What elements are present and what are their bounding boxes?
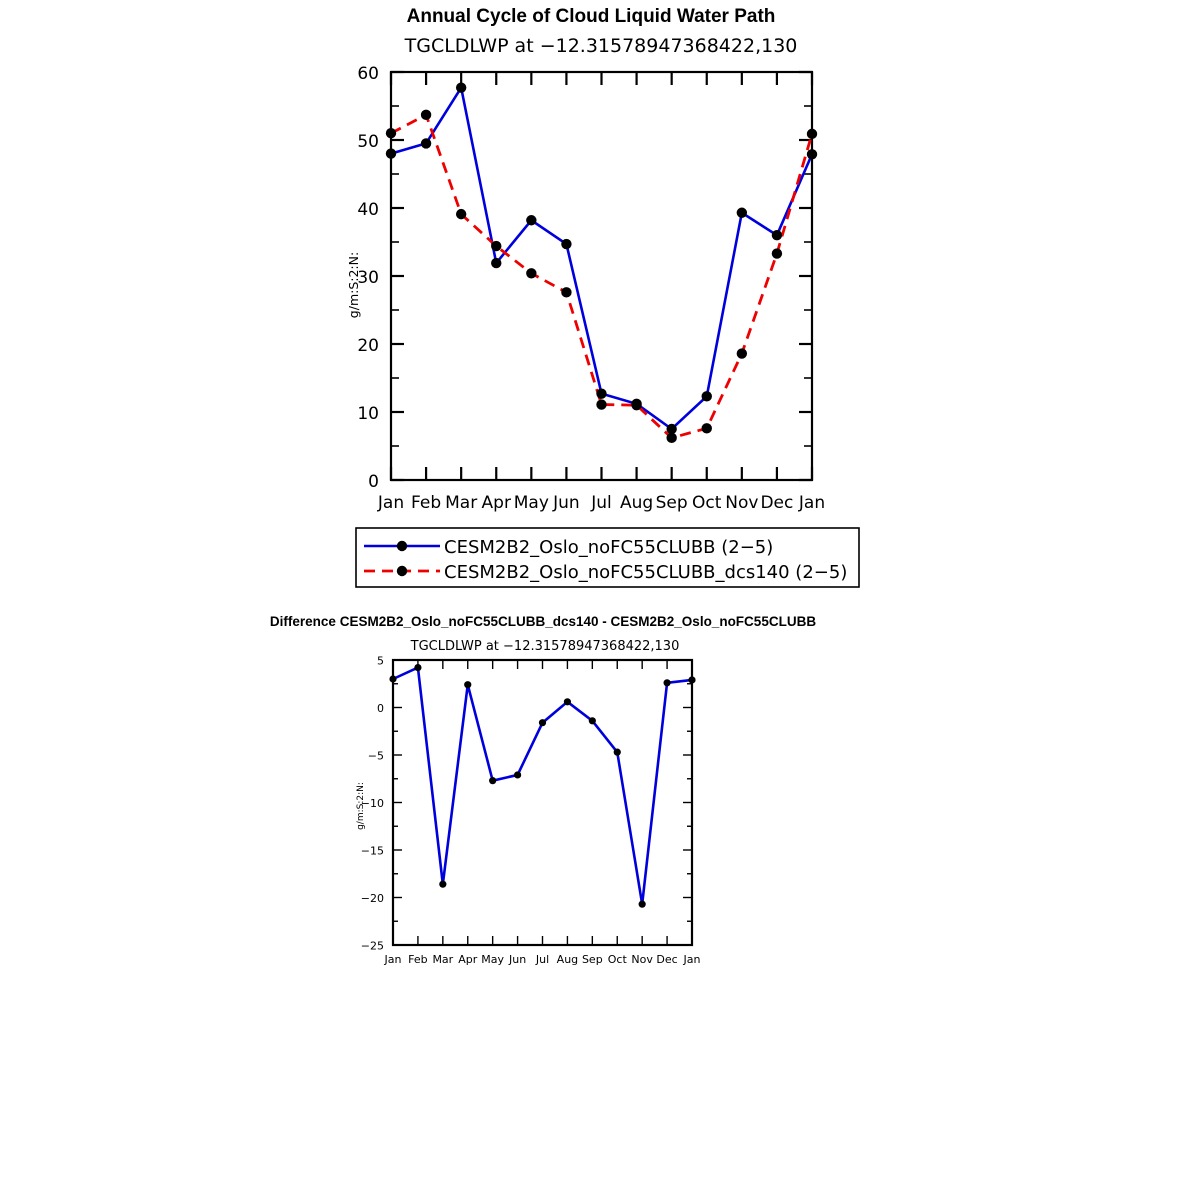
y-tick-label: 0 bbox=[377, 702, 384, 715]
x-tick-label: Jul bbox=[590, 493, 612, 513]
x-tick-label: Jan bbox=[683, 953, 701, 966]
data-point bbox=[491, 240, 502, 252]
x-tick-label: Jul bbox=[535, 953, 549, 966]
data-point bbox=[455, 82, 467, 93]
y-tick-label: −20 bbox=[361, 892, 384, 905]
x-tick-label: Jan bbox=[377, 493, 404, 513]
data-point bbox=[771, 248, 783, 259]
data-point bbox=[771, 230, 783, 241]
y-tick-label: −5 bbox=[368, 750, 384, 763]
x-tick-label: Dec bbox=[656, 953, 677, 966]
data-point bbox=[491, 257, 502, 269]
x-tick-label: Sep bbox=[656, 493, 688, 513]
x-tick-label: May bbox=[514, 493, 549, 513]
y-tick-label: −15 bbox=[361, 845, 384, 858]
y-tick-label: 20 bbox=[357, 336, 379, 356]
y-tick-label: 10 bbox=[357, 404, 379, 424]
y-tick-label: 50 bbox=[357, 132, 379, 152]
data-point bbox=[538, 719, 547, 727]
legend-marker-1 bbox=[396, 540, 408, 552]
data-point bbox=[806, 149, 818, 160]
y-tick-label: −25 bbox=[361, 940, 384, 953]
x-tick-label: Aug bbox=[557, 953, 578, 966]
data-point bbox=[666, 423, 677, 435]
x-tick-label: Oct bbox=[608, 953, 628, 966]
chart-subtitle: TGCLDLWP at −12.31578947368422,130 bbox=[404, 35, 798, 57]
data-point bbox=[561, 238, 572, 250]
data-point bbox=[526, 215, 537, 226]
data-point bbox=[385, 148, 397, 159]
data-point bbox=[701, 391, 712, 402]
x-tick-label: Jan bbox=[384, 953, 402, 966]
difference-line bbox=[392, 665, 693, 905]
data-point bbox=[563, 698, 572, 706]
data-point bbox=[736, 207, 748, 218]
x-tick-label: Jun bbox=[552, 493, 580, 513]
x-tick-label: Mar bbox=[445, 493, 477, 513]
x-tick-label: Feb bbox=[408, 953, 427, 966]
data-point bbox=[663, 679, 671, 687]
data-point bbox=[666, 432, 677, 444]
x-tick-label: Aug bbox=[620, 493, 653, 513]
x-tick-label: Apr bbox=[482, 493, 511, 513]
y-tick-label: −10 bbox=[361, 797, 384, 810]
annual-cycle-chart: Annual Cycle of Cloud Liquid Water Path T… bbox=[346, 6, 860, 588]
legend-box bbox=[355, 527, 860, 588]
data-point bbox=[420, 109, 432, 121]
x-tick-label: Apr bbox=[458, 953, 478, 966]
data-point bbox=[596, 388, 607, 399]
y-axis-title: g/m:S:2:N: bbox=[356, 782, 366, 830]
data-point bbox=[806, 128, 818, 140]
difference-subtitle: TGCLDLWP at −12.31578947368422,130 bbox=[410, 639, 680, 654]
x-tick-label: Oct bbox=[692, 493, 722, 513]
x-tick-label: Nov bbox=[725, 493, 758, 513]
data-point bbox=[439, 880, 447, 888]
plot-frame bbox=[391, 658, 694, 947]
data-point bbox=[489, 777, 497, 785]
page-title: Annual Cycle of Cloud Liquid Water Path bbox=[407, 6, 776, 27]
data-point bbox=[596, 399, 607, 410]
y-axis-title: g/m:S:2:N: bbox=[346, 252, 361, 318]
top-chart-panel: Annual Cycle of Cloud Liquid Water Path T… bbox=[346, 6, 860, 588]
data-point bbox=[389, 675, 397, 683]
legend-marker-2 bbox=[396, 565, 408, 577]
x-tick-label: Mar bbox=[432, 953, 453, 966]
data-point bbox=[513, 771, 522, 779]
data-point bbox=[701, 423, 712, 434]
data-point bbox=[526, 268, 537, 279]
data-point bbox=[464, 681, 472, 689]
x-tick-label: Nov bbox=[631, 953, 653, 966]
y-tick-label: 40 bbox=[357, 200, 379, 220]
bottom-chart-panel: Difference CESM2B2_Oslo_noFC55CLUBB_dcs1… bbox=[0, 600, 1183, 1000]
x-tick-label: Jun bbox=[508, 953, 526, 966]
x-tick-label: Feb bbox=[411, 493, 441, 513]
data-point bbox=[561, 287, 572, 298]
data-point bbox=[631, 400, 642, 411]
data-point bbox=[414, 664, 422, 672]
x-tick-label: May bbox=[481, 953, 504, 966]
data-point bbox=[420, 138, 432, 149]
data-point bbox=[688, 676, 696, 684]
data-point bbox=[736, 348, 748, 359]
y-tick-label: 60 bbox=[357, 64, 379, 84]
data-point bbox=[455, 208, 467, 220]
data-point bbox=[385, 128, 397, 139]
x-tick-label: Sep bbox=[582, 953, 603, 966]
x-tick-label: Dec bbox=[760, 493, 793, 513]
y-tick-label: 30 bbox=[357, 268, 379, 288]
data-point bbox=[638, 900, 646, 908]
data-point bbox=[588, 717, 596, 725]
data-point bbox=[613, 748, 621, 756]
series-line-1 bbox=[390, 84, 814, 431]
plot-frame bbox=[389, 70, 814, 482]
x-tick-label: Jan bbox=[798, 493, 825, 513]
y-tick-label: 5 bbox=[377, 655, 384, 668]
difference-chart: Difference CESM2B2_Oslo_noFC55CLUBB_dcs1… bbox=[270, 614, 816, 966]
y-tick-label: 0 bbox=[368, 472, 379, 492]
difference-title: Difference CESM2B2_Oslo_noFC55CLUBB_dcs1… bbox=[270, 614, 816, 629]
legend-label-2: CESM2B2_Oslo_noFC55CLUBB_dcs140 (2−5) bbox=[444, 562, 847, 583]
legend-label-1: CESM2B2_Oslo_noFC55CLUBB (2−5) bbox=[444, 537, 773, 558]
